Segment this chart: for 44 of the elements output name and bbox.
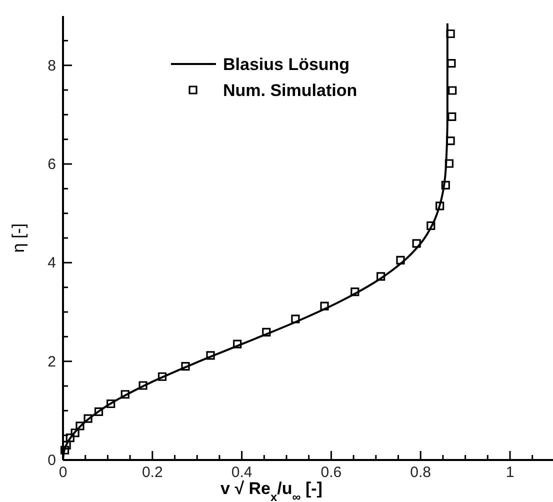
- point: [66, 434, 74, 442]
- point: [291, 314, 300, 324]
- point: [447, 59, 456, 68]
- point: [76, 422, 84, 430]
- point: [120, 390, 130, 399]
- point: [181, 362, 190, 371]
- y-tick-label: 2: [48, 353, 56, 370]
- point: [262, 328, 271, 337]
- point: [441, 180, 450, 190]
- point: [94, 407, 104, 416]
- point: [446, 29, 455, 38]
- point: [444, 159, 454, 168]
- x-axis-title: v √ Re$_{x}$/u$_{∞}$ [-]: [220, 479, 322, 502]
- y-tick-label: 0: [48, 452, 56, 469]
- point: [376, 272, 386, 281]
- x-tick-label: 0: [58, 464, 68, 481]
- point: [436, 202, 444, 210]
- point: [70, 428, 80, 438]
- point: [158, 372, 167, 381]
- x-tick-label: 1: [506, 464, 514, 481]
- point: [448, 112, 456, 121]
- point: [448, 86, 457, 95]
- point: [138, 381, 148, 390]
- point: [320, 302, 329, 310]
- point: [396, 256, 405, 264]
- point: [84, 414, 92, 423]
- y-tick-label: 4: [48, 254, 56, 272]
- point: [412, 239, 421, 248]
- x-tick-label: 0.4: [231, 464, 252, 481]
- point: [106, 399, 116, 408]
- x-tick-label: 0.2: [142, 464, 163, 481]
- point: [206, 351, 215, 360]
- y-tick-label: 8: [48, 57, 56, 74]
- point: [426, 221, 436, 230]
- legend-label: Num. Simulation: [223, 81, 358, 100]
- point: [60, 446, 70, 454]
- point: [350, 287, 360, 296]
- point: [233, 340, 242, 348]
- x-tick-label: 0.6: [320, 464, 342, 481]
- y-tick-label: 6: [48, 156, 56, 173]
- y-axis-title: η [-]: [9, 223, 28, 253]
- point: [446, 136, 455, 146]
- x-tick-label: 0.8: [410, 464, 432, 481]
- legend-label: Blasius Lösung: [223, 55, 350, 74]
